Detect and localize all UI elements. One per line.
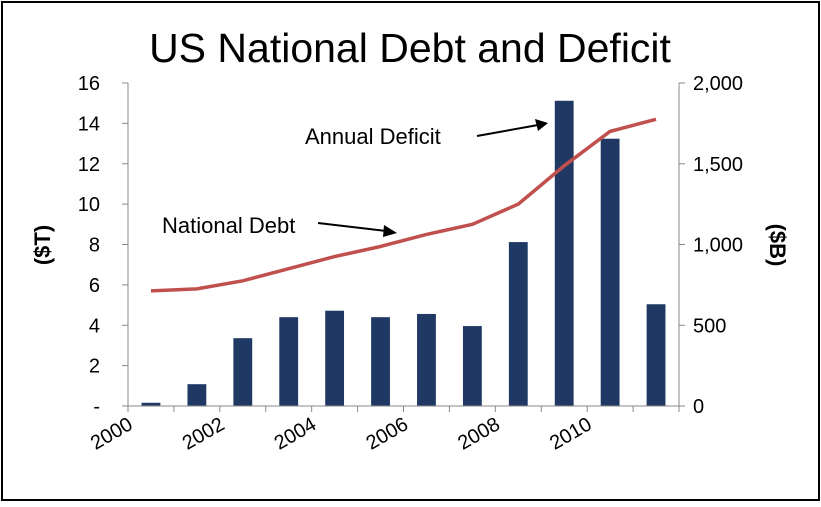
bar-2011: [646, 304, 666, 406]
bar-2009: [554, 100, 574, 406]
left-tick-label: 14: [78, 113, 100, 135]
left-tick-label: 10: [78, 194, 100, 216]
bar-2003: [279, 317, 299, 406]
bar-2008: [508, 242, 528, 406]
left-axis-label: ($T): [30, 225, 55, 265]
right-tick-label: 0: [693, 396, 704, 418]
left-tick-label: 8: [89, 235, 100, 257]
left-tick-label: -: [93, 396, 100, 418]
bar-series: [141, 100, 666, 406]
left-tick-label: 6: [89, 275, 100, 297]
right-tick-label: 1,000: [693, 235, 743, 257]
chart-title: US National Debt and Deficit: [149, 25, 671, 71]
bar-2000: [141, 402, 161, 406]
left-axis-ticks: 16 14 12 10 8 6 4 2 -: [78, 73, 128, 418]
right-tick-label: 500: [693, 315, 726, 337]
bar-2002: [233, 338, 253, 406]
annotation-arrow-deficit: [476, 124, 539, 137]
national-debt-line: [150, 117, 657, 293]
bar-2005: [371, 317, 390, 406]
right-tick-label: 2,000: [693, 73, 743, 95]
right-axis-ticks: 2,000 1,500 1,000 500 0: [679, 73, 743, 418]
annotation-arrow-debt: [317, 222, 387, 232]
bar-2006: [417, 313, 436, 406]
left-tick-label: 4: [89, 315, 100, 337]
bar-2007: [462, 326, 482, 406]
left-tick-label: 16: [78, 73, 100, 95]
bar-2001: [187, 384, 207, 406]
annotation-national-debt: National Debt: [162, 213, 295, 238]
right-axis-label: ($B): [765, 224, 790, 267]
left-tick-label: 12: [78, 154, 100, 176]
annotation-annual-deficit: Annual Deficit: [305, 124, 441, 149]
bar-2004: [325, 310, 345, 406]
bar-2010: [600, 138, 620, 406]
annotation-arrowhead-debt: [383, 225, 397, 237]
left-tick-label: 2: [89, 356, 100, 378]
annotation-arrowhead-deficit: [535, 119, 548, 131]
right-tick-label: 1,500: [693, 154, 743, 176]
